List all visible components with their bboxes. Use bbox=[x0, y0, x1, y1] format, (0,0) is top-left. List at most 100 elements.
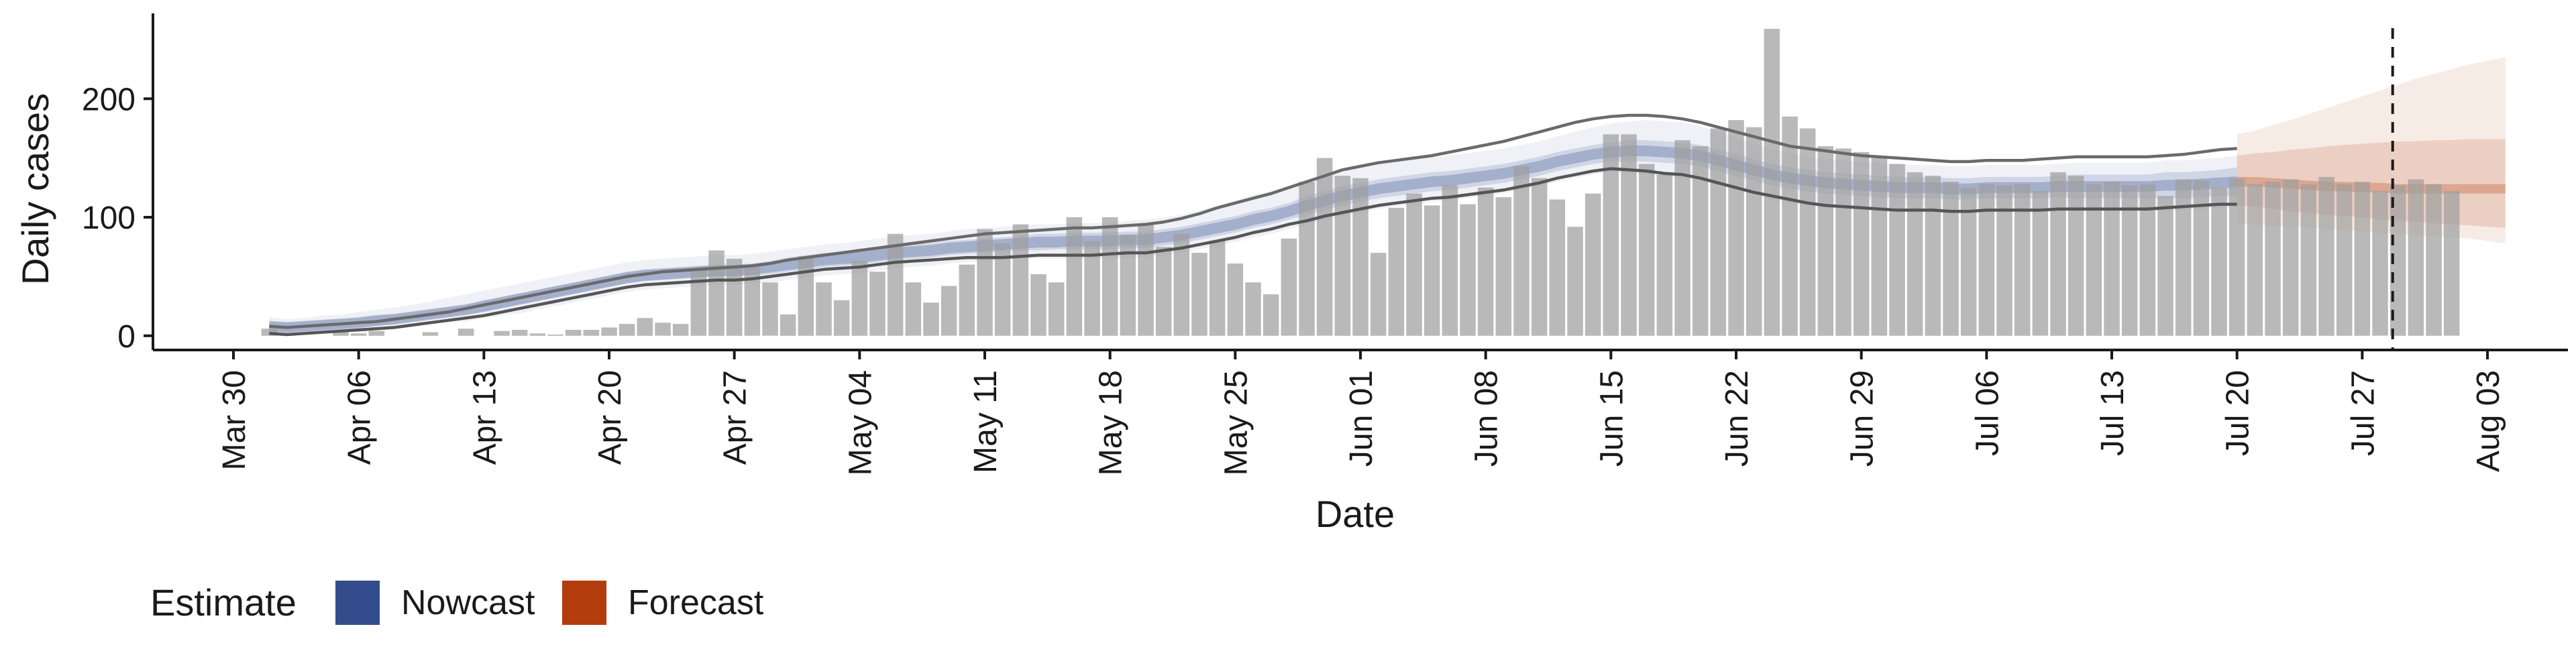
x-tick-label: Jul 27 bbox=[2345, 370, 2381, 456]
case-bar bbox=[1817, 146, 1834, 336]
x-tick-label: Jun 01 bbox=[1344, 370, 1379, 467]
case-bar bbox=[1943, 182, 1959, 336]
case-bar bbox=[1370, 253, 1387, 336]
case-bar bbox=[2211, 187, 2227, 336]
case-bar bbox=[869, 272, 885, 336]
case-bar bbox=[833, 300, 850, 336]
case-bar bbox=[1638, 164, 1655, 336]
x-tick-label: Jun 15 bbox=[1594, 370, 1629, 467]
case-bar bbox=[1120, 235, 1136, 336]
case-bar bbox=[887, 233, 904, 336]
case-bar bbox=[494, 331, 510, 336]
case-bar bbox=[1334, 176, 1351, 336]
case-bar bbox=[1388, 207, 1405, 336]
case-bar bbox=[1835, 148, 1851, 336]
case-bar bbox=[583, 330, 600, 336]
case-bar bbox=[1460, 204, 1476, 336]
legend-swatch-forecast bbox=[562, 581, 606, 625]
case-bar bbox=[1406, 193, 1422, 336]
case-bar bbox=[1549, 199, 1566, 336]
case-bar bbox=[1513, 166, 1529, 336]
case-bar bbox=[1102, 217, 1118, 336]
case-bar bbox=[744, 267, 761, 336]
case-bar bbox=[1316, 158, 1333, 336]
case-bar bbox=[368, 331, 385, 336]
case-bar bbox=[601, 327, 617, 336]
case-bar bbox=[2139, 184, 2156, 336]
case-bar bbox=[994, 243, 1011, 336]
case-bar bbox=[1209, 241, 1226, 336]
case-bar bbox=[2372, 191, 2388, 336]
case-bar bbox=[1746, 127, 1762, 336]
case-bar bbox=[333, 332, 349, 336]
case-bar bbox=[1782, 116, 1798, 336]
x-tick-label: Apr 06 bbox=[342, 370, 378, 465]
case-bar bbox=[672, 324, 689, 336]
forecast-median-line bbox=[2237, 177, 2506, 194]
case-bar bbox=[1191, 253, 1208, 336]
case-bar bbox=[2050, 172, 2066, 336]
case-bar bbox=[2336, 184, 2353, 336]
case-bar bbox=[261, 329, 278, 336]
case-bar bbox=[2300, 184, 2317, 336]
case-bar bbox=[816, 282, 832, 336]
case-bar bbox=[1889, 164, 1905, 336]
case-bar bbox=[1728, 120, 1744, 336]
case-bar bbox=[1978, 184, 1995, 336]
case-bar bbox=[1603, 134, 1619, 336]
case-bar bbox=[726, 258, 743, 336]
case-bar bbox=[2247, 184, 2263, 336]
x-tick-label: Apr 13 bbox=[467, 370, 502, 465]
case-bar bbox=[1155, 247, 1172, 336]
case-bar bbox=[780, 314, 796, 336]
case-bar bbox=[2193, 180, 2210, 336]
case-bar bbox=[422, 332, 439, 336]
case-bar bbox=[1692, 146, 1709, 336]
case-bar bbox=[1656, 174, 1673, 336]
case-bar bbox=[2390, 185, 2406, 336]
x-tick-label: Jul 06 bbox=[1970, 370, 2005, 456]
case-bar bbox=[565, 330, 582, 336]
x-tick-label: Jun 08 bbox=[1469, 370, 1505, 467]
case-bar bbox=[547, 335, 564, 336]
case-bar bbox=[1495, 197, 1512, 336]
case-bar bbox=[1424, 205, 1440, 336]
case-bar bbox=[1871, 158, 1888, 336]
nowcast-outer-band bbox=[269, 120, 2237, 336]
case-bar bbox=[2408, 179, 2424, 336]
case-bar bbox=[458, 329, 474, 336]
case-bar bbox=[511, 330, 528, 336]
legend-label-nowcast: Nowcast bbox=[401, 583, 535, 622]
case-bar bbox=[2282, 179, 2299, 336]
y-axis-title: Daily cases bbox=[14, 93, 56, 285]
case-bar bbox=[798, 256, 814, 336]
case-bar bbox=[1799, 128, 1816, 336]
case-bar bbox=[619, 324, 635, 336]
case-bar bbox=[2157, 196, 2174, 336]
y-tick-label: 200 bbox=[82, 82, 136, 117]
case-bar bbox=[1477, 187, 1494, 336]
case-bar bbox=[2086, 184, 2102, 336]
case-bar bbox=[923, 302, 939, 336]
case-bar bbox=[959, 264, 975, 336]
case-bar bbox=[1925, 176, 1941, 336]
case-bar bbox=[1227, 263, 1244, 336]
x-axis-title: Date bbox=[1316, 493, 1395, 535]
case-bar bbox=[708, 250, 724, 336]
case-bar bbox=[1352, 178, 1368, 336]
case-bar bbox=[2032, 191, 2049, 336]
case-bar bbox=[977, 229, 993, 336]
x-tick-label: Jul 13 bbox=[2095, 370, 2131, 456]
x-tick-label: Mar 30 bbox=[217, 370, 252, 470]
case-bar bbox=[1907, 172, 1923, 336]
x-axis-ticks: Mar 30 Apr 06 Apr 13 Apr 20 Apr 27 May 04 May … bbox=[217, 350, 2506, 475]
case-bar bbox=[1299, 182, 1315, 336]
nowcast-inner-band bbox=[269, 140, 2237, 333]
case-bar bbox=[1996, 185, 2012, 336]
case-bar bbox=[1263, 294, 1279, 336]
x-tick-label: Jun 22 bbox=[1719, 370, 1755, 467]
estimate-lines bbox=[269, 113, 2237, 337]
case-bar bbox=[1674, 140, 1690, 336]
